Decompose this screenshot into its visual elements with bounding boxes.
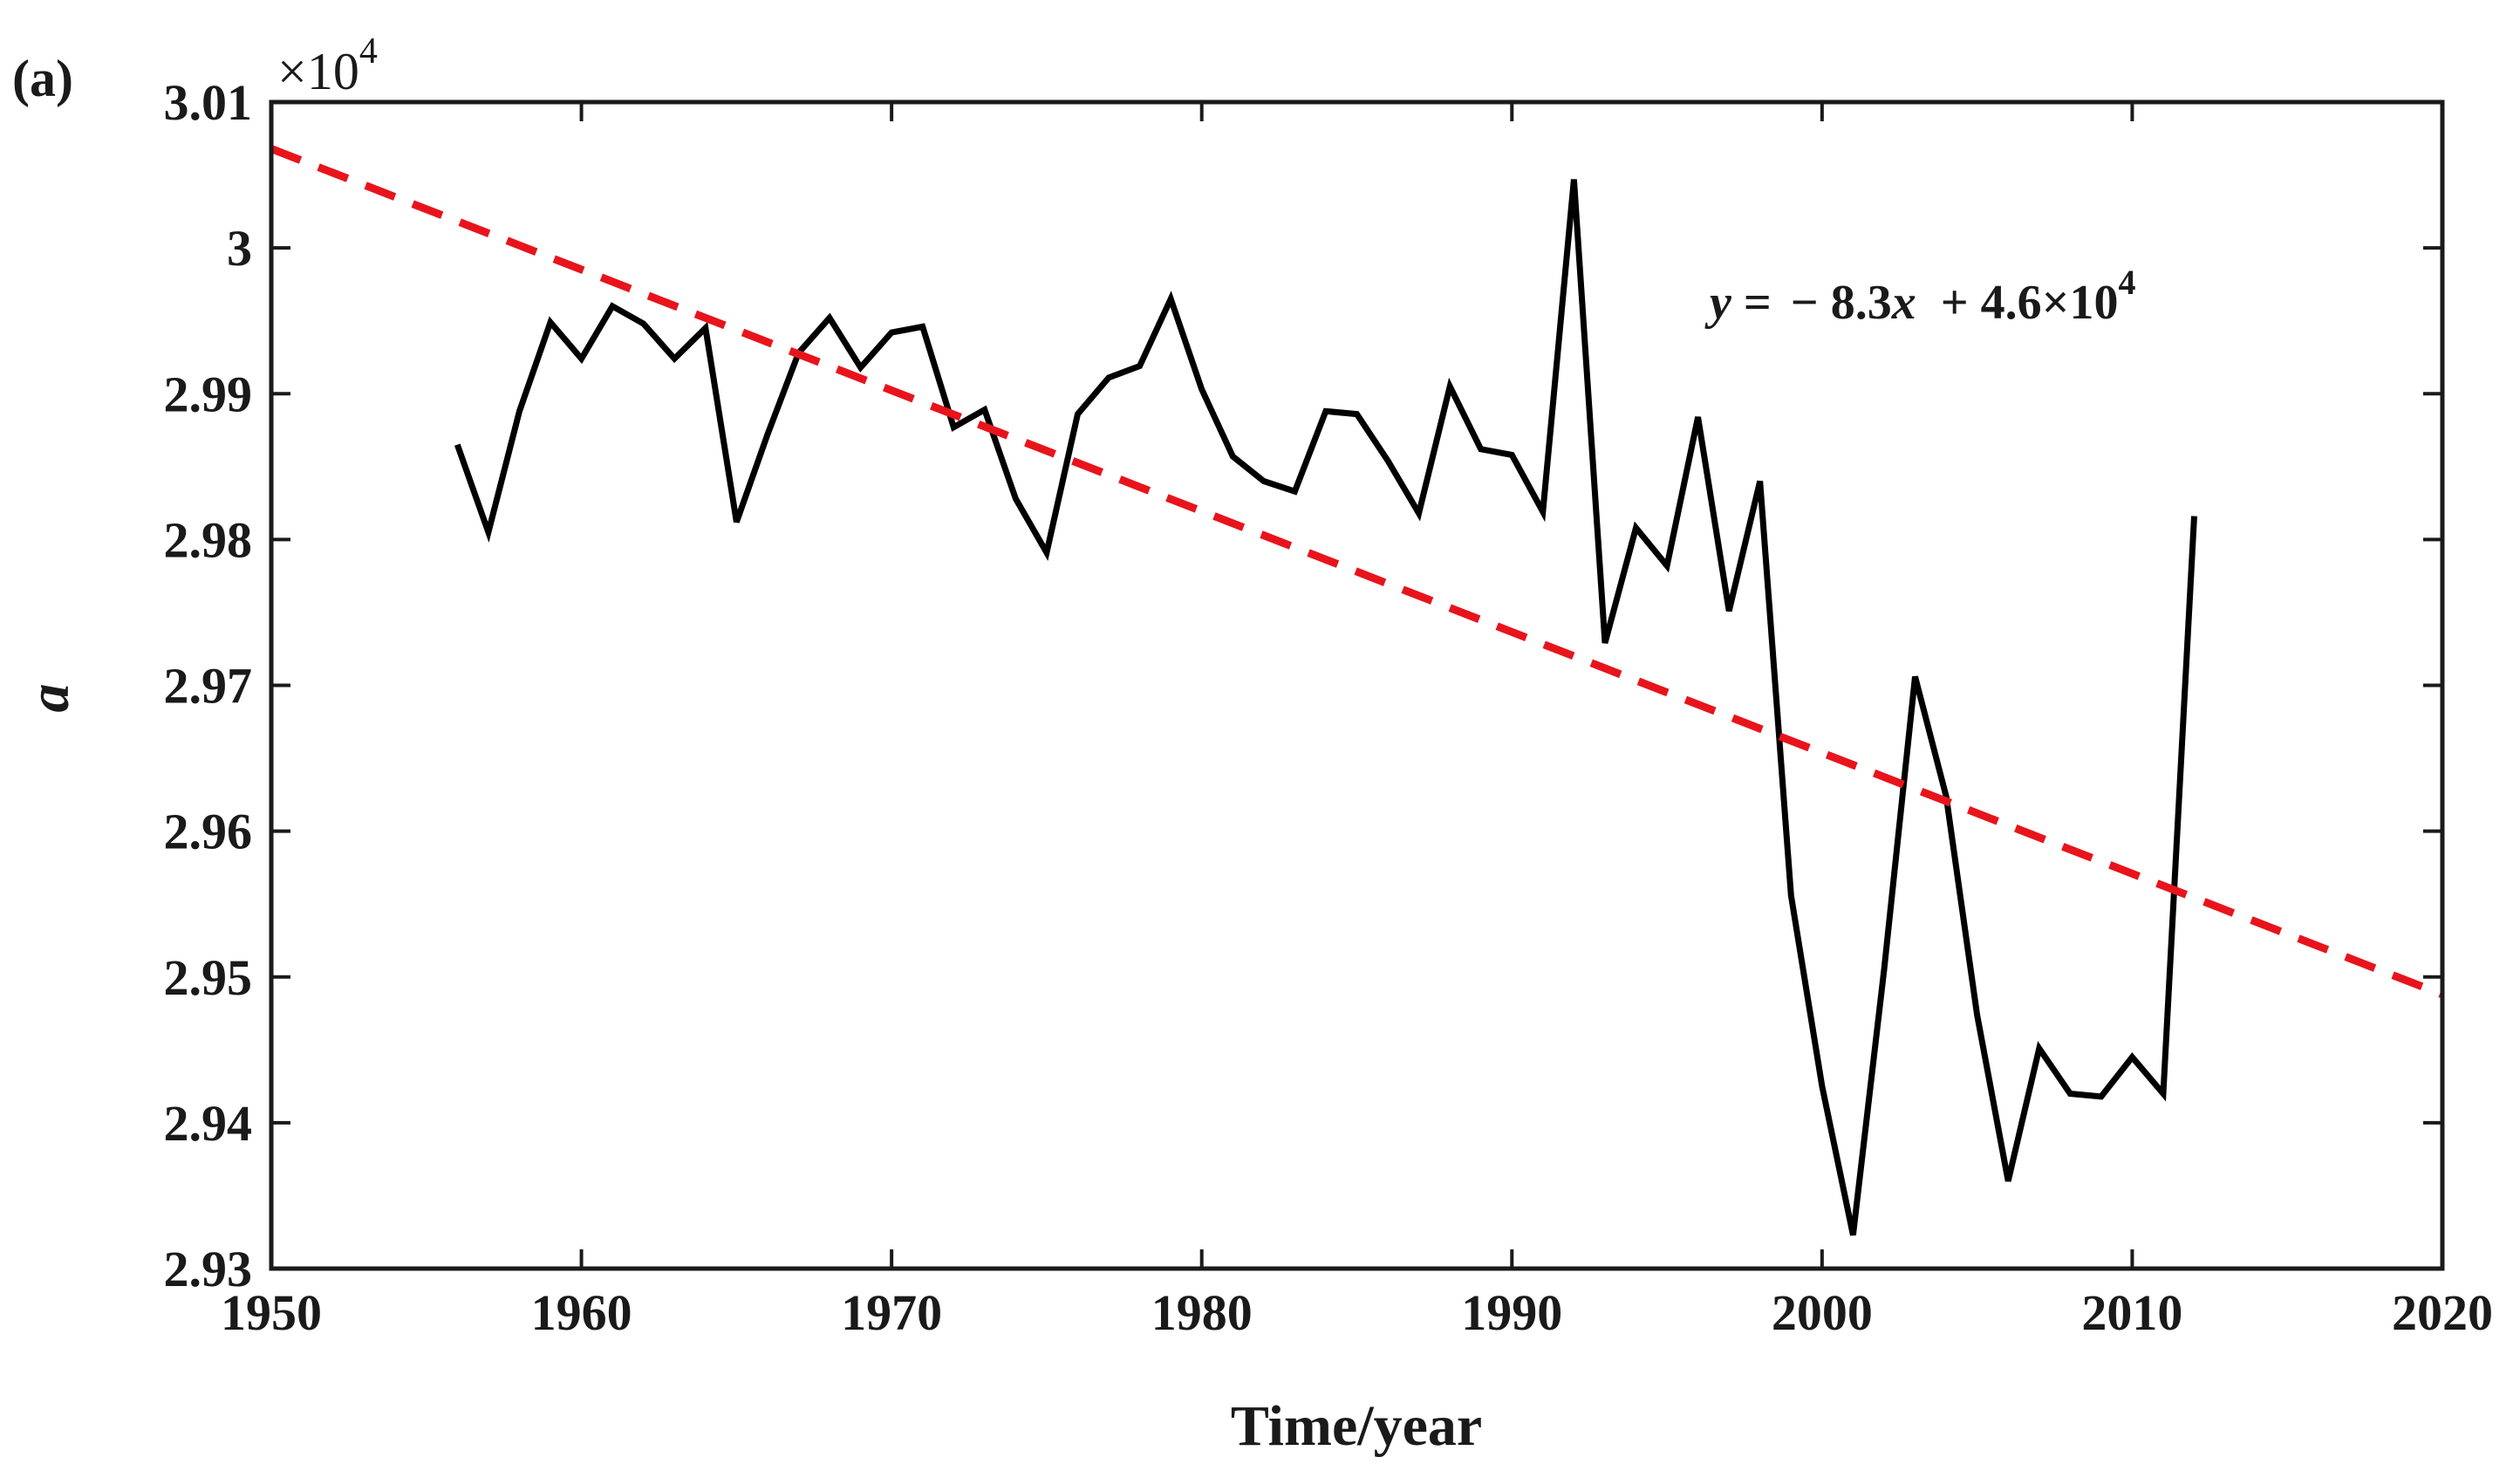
plot-area: [270, 145, 2444, 1236]
x-axis: 1950 1960 1970 1980 1990 2000 2010 2020: [221, 102, 2493, 1341]
x-tick-label: 1990: [1461, 1284, 1562, 1341]
x-tick-label: 1950: [221, 1284, 322, 1341]
x-tick-label: 1960: [531, 1284, 632, 1341]
x-tick-label: 2010: [2081, 1284, 2182, 1341]
y-tick-label: 2.96: [164, 804, 253, 860]
y-tick-label: 3.01: [164, 74, 253, 131]
x-tick-label: 2020: [2392, 1284, 2493, 1341]
x-tick-label: 2000: [1772, 1284, 1873, 1341]
y-axis: 2.93 2.94 2.95 2.96 2.97 2.98 2.99 3 3.01: [164, 74, 2442, 1297]
y-exponent-base: ×10: [277, 43, 359, 100]
panel-label: (a): [12, 50, 73, 107]
y-axis-title: a: [17, 684, 81, 713]
y-tick-label: 2.97: [164, 658, 253, 715]
x-tick-label: 1970: [841, 1284, 942, 1341]
x-axis-title: Time/year: [1231, 1394, 1482, 1458]
equation-x: x: [1891, 276, 1916, 330]
y-tick-label: 3: [227, 220, 252, 277]
y-tick-label: 2.93: [164, 1241, 253, 1297]
y-exponent-label: ×104: [277, 31, 378, 100]
equation-equals: =: [1731, 276, 1784, 330]
equation-exponent: 4: [2119, 263, 2136, 302]
series-line-a: [454, 179, 2197, 1236]
y-tick-label: 2.95: [164, 949, 253, 1006]
equation-slope: − 8.3: [1791, 276, 1892, 330]
y-tick-label: 2.98: [164, 511, 253, 568]
equation-intercept: + 4.6×10: [1929, 276, 2119, 330]
equation-y: y: [1704, 276, 1732, 330]
y-tick-label: 2.99: [164, 366, 253, 422]
y-tick-label: 2.94: [164, 1095, 253, 1152]
x-tick-label: 1980: [1151, 1284, 1253, 1341]
trend-line: [270, 145, 2444, 998]
y-exponent-power: 4: [359, 31, 378, 72]
regression-equation: y = − 8.3x + 4.6×104: [1704, 263, 2136, 330]
